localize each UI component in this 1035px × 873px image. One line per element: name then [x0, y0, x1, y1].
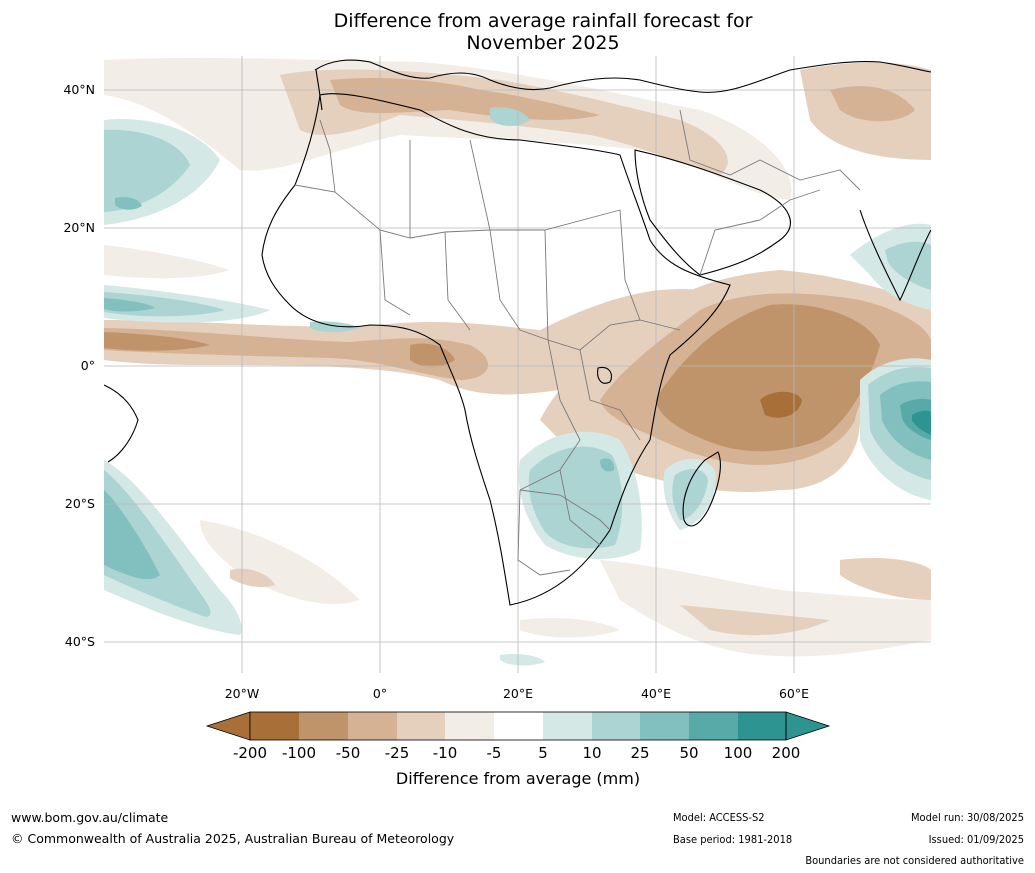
colorbar-tick: 200 [771, 744, 801, 762]
footer-model: Model: ACCESS-S2 [673, 811, 765, 824]
country-borders [294, 109, 861, 576]
colorbar-tick: 100 [723, 744, 753, 762]
colorbar-bin-9 [640, 712, 689, 740]
colorbar-bin-7 [543, 712, 592, 740]
footer-copyright: © Commonwealth of Australia 2025, Austra… [11, 831, 455, 846]
colorbar-tick: 5 [538, 744, 548, 762]
colorbar-bin-4 [397, 712, 445, 740]
coastlines [104, 59, 931, 606]
lon-label-60e: 60°E [778, 686, 810, 701]
colorbar-title: Difference from average (mm) [395, 769, 641, 788]
lat-label-40s: 40°S [64, 634, 95, 649]
colorbar-bin-3 [348, 712, 397, 740]
colorbar-bin-1 [250, 712, 299, 740]
lat-label-20n: 20°N [63, 220, 95, 235]
lon-label-20w: 20°W [224, 686, 260, 701]
footer-website: www.bom.gov.au/climate [11, 810, 169, 825]
graticule [104, 56, 931, 673]
colorbar-bin-8 [592, 712, 640, 740]
colorbar-under-arrow [205, 711, 251, 741]
title-line-2: November 2025 [466, 32, 620, 54]
lat-label-20s: 20°S [64, 496, 95, 511]
colorbar-tick: 25 [630, 744, 650, 762]
lat-label-40n: 40°N [63, 82, 95, 97]
lat-label-0: 0° [80, 358, 95, 373]
map-area [104, 56, 931, 673]
colorbar-over-arrow [785, 711, 831, 741]
colorbar-tick: -200 [232, 744, 268, 762]
footer-base-period: Base period: 1981-2018 [673, 833, 793, 846]
colorbar-tick: 10 [582, 744, 602, 762]
colorbar-tick: -5 [486, 744, 502, 762]
footer-issued: Issued: 01/09/2025 [928, 833, 1024, 846]
colorbar-tick: 50 [679, 744, 699, 762]
dry-anomaly-regions [104, 57, 931, 657]
colorbar-bin-5 [445, 712, 494, 740]
colorbar-tick: -100 [281, 744, 317, 762]
lon-label-0: 0° [372, 686, 388, 701]
wet-anomaly-regions [104, 107, 931, 666]
colorbar-bin-2 [299, 712, 348, 740]
footer-disclaimer: Boundaries are not considered authoritat… [805, 854, 1024, 867]
colorbar-bin-11 [738, 712, 786, 740]
colorbar-bin-10 [689, 712, 738, 740]
title-line-1: Difference from average rainfall forecas… [333, 10, 753, 32]
colorbar-tick: -50 [335, 744, 361, 762]
colorbar [205, 711, 831, 741]
lon-label-20e: 20°E [502, 686, 534, 701]
footer-model-run: Model run: 30/08/2025 [911, 811, 1024, 824]
colorbar-tick: -25 [384, 744, 410, 762]
map-title: Difference from average rainfall forecas… [200, 10, 886, 54]
lon-label-40e: 40°E [640, 686, 672, 701]
colorbar-tick: -10 [432, 744, 458, 762]
colorbar-bin-6 [494, 712, 543, 740]
